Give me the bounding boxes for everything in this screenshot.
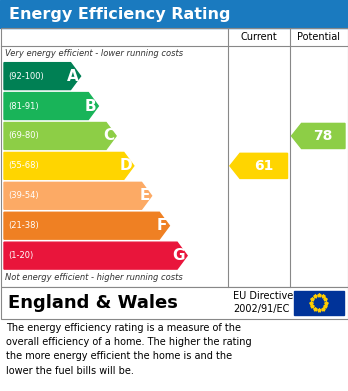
Text: A: A — [67, 68, 79, 84]
Text: Potential: Potential — [297, 32, 340, 42]
Text: (1-20): (1-20) — [8, 251, 33, 260]
Bar — [0, 287, 348, 319]
Text: G: G — [173, 248, 185, 263]
Polygon shape — [4, 242, 187, 269]
Polygon shape — [4, 212, 169, 239]
Text: (69-80): (69-80) — [8, 131, 39, 140]
Text: (21-38): (21-38) — [8, 221, 39, 230]
Text: 61: 61 — [254, 159, 274, 173]
Text: England & Wales: England & Wales — [8, 294, 178, 312]
Bar — [293, 291, 344, 315]
Bar — [0, 28, 348, 287]
Text: Current: Current — [240, 32, 277, 42]
Text: E: E — [139, 188, 150, 203]
Polygon shape — [4, 182, 152, 209]
Text: (81-91): (81-91) — [8, 102, 39, 111]
Text: D: D — [119, 158, 132, 173]
Polygon shape — [4, 122, 116, 149]
Text: Not energy efficient - higher running costs: Not energy efficient - higher running co… — [5, 273, 183, 282]
Text: (92-100): (92-100) — [8, 72, 44, 81]
Text: (55-68): (55-68) — [8, 161, 39, 170]
Polygon shape — [4, 93, 98, 120]
Text: B: B — [85, 99, 96, 113]
Polygon shape — [4, 152, 134, 179]
Polygon shape — [292, 124, 345, 149]
Polygon shape — [230, 153, 287, 178]
Text: Very energy efficient - lower running costs: Very energy efficient - lower running co… — [5, 49, 183, 58]
Polygon shape — [4, 63, 81, 90]
Bar — [0, 0, 348, 28]
Text: F: F — [157, 218, 167, 233]
Text: EU Directive
2002/91/EC: EU Directive 2002/91/EC — [233, 291, 293, 314]
Text: (39-54): (39-54) — [8, 191, 39, 200]
Text: Energy Efficiency Rating: Energy Efficiency Rating — [9, 7, 230, 22]
Text: C: C — [103, 129, 114, 143]
Text: 78: 78 — [314, 129, 333, 143]
Text: The energy efficiency rating is a measure of the
overall efficiency of a home. T: The energy efficiency rating is a measur… — [6, 323, 252, 376]
